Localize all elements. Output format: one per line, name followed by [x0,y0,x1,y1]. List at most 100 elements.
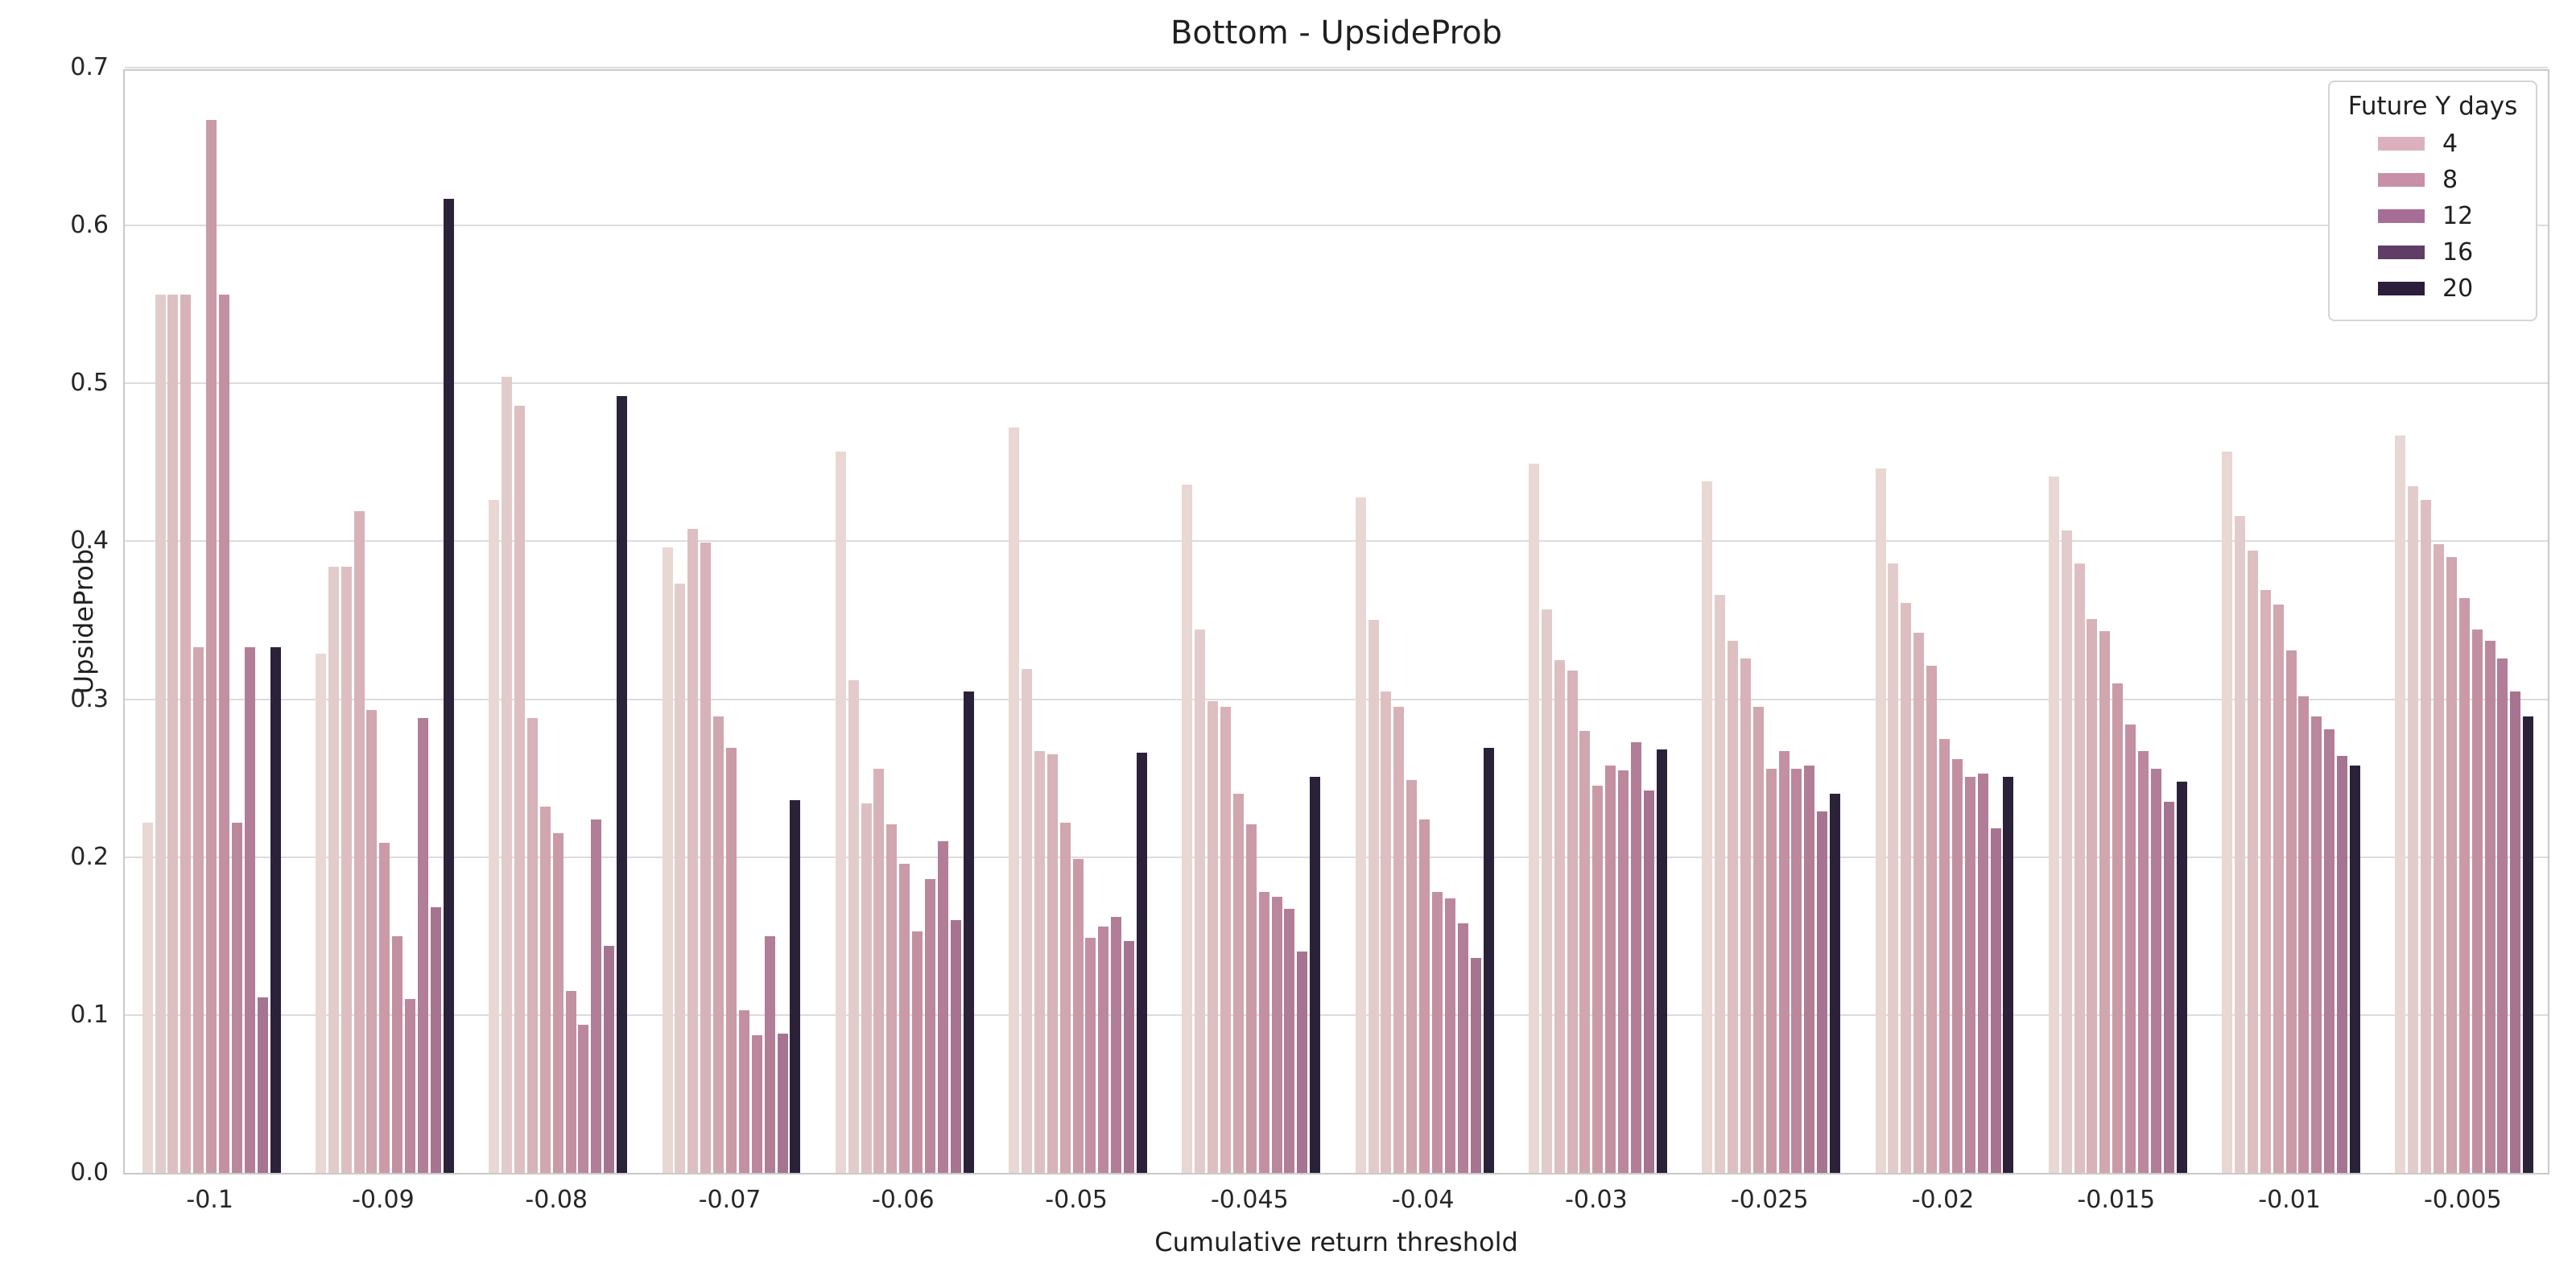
bar--0.045-hue-11 [1310,777,1321,1173]
bar--0.08-hue-07 [565,991,576,1173]
bar--0.005-hue-06 [2458,598,2470,1173]
bar--0.09-hue-05 [366,710,378,1173]
bar--0.04-hue-02 [1368,620,1379,1173]
bar--0.09-hue-07 [392,936,403,1173]
bar--0.03-hue-09 [1631,742,1642,1173]
gridline-y-0.2 [125,856,2548,858]
bar--0.015-hue-01 [2048,477,2059,1173]
bar--0.1-hue-02 [155,295,166,1173]
bar--0.02-hue-10 [1990,828,2001,1173]
bar--0.08-hue-03 [514,406,525,1173]
bar--0.04-hue-07 [1431,892,1443,1173]
bar--0.09-hue-06 [379,843,390,1173]
bar--0.03-hue-05 [1579,731,1591,1173]
gridline-y-0.4 [125,540,2548,543]
bar--0.03-hue-11 [1656,749,1667,1173]
bar-group--0.025 [1702,481,1841,1173]
bar--0.045-hue-09 [1284,909,1295,1173]
legend-label-12: 12 [2442,202,2474,230]
x-tick-label--0.05: -0.05 [1045,1186,1108,1214]
bar--0.03-hue-04 [1567,671,1578,1173]
bar--0.05-hue-07 [1085,938,1096,1173]
x-tick-label--0.09: -0.09 [352,1186,415,1214]
y-tick-label-0.3: 0.3 [70,684,109,713]
bar--0.005-hue-01 [2395,436,2406,1173]
bar--0.01-hue-07 [2298,696,2310,1173]
bar--0.1-hue-05 [193,647,204,1173]
bar--0.005-hue-10 [2510,691,2521,1173]
bar--0.01-hue-03 [2247,551,2258,1173]
bar-group--0.015 [2048,477,2187,1173]
bar--0.08-hue-05 [539,807,551,1173]
bar--0.015-hue-05 [2099,631,2111,1173]
bar--0.06-hue-04 [873,769,885,1173]
bar-group--0.07 [662,529,801,1173]
legend-label-20: 20 [2442,275,2474,303]
bar--0.045-hue-06 [1245,824,1257,1173]
bar-group--0.01 [2222,452,2360,1173]
bar--0.04-hue-03 [1381,691,1392,1173]
bar--0.025-hue-02 [1715,595,1726,1173]
legend-swatch-8 [2378,173,2425,187]
gridline-y-0.1 [125,1013,2548,1016]
x-tick-label--0.07: -0.07 [698,1186,762,1214]
bar--0.02-hue-05 [1926,666,1938,1173]
x-tick-label--0.03: -0.03 [1565,1186,1628,1214]
bar--0.07-hue-05 [713,716,724,1173]
bar--0.025-hue-08 [1791,769,1802,1173]
bar--0.04-hue-01 [1355,497,1366,1173]
bar--0.1-hue-11 [270,647,281,1173]
bar--0.025-hue-11 [1830,794,1841,1173]
bar--0.03-hue-08 [1618,770,1629,1173]
legend-label-8: 8 [2442,166,2458,194]
bar--0.015-hue-08 [2138,751,2149,1173]
y-tick-label-0.0: 0.0 [70,1158,109,1187]
bar--0.06-hue-08 [925,879,936,1173]
bar--0.06-hue-01 [835,452,846,1173]
bar--0.1-hue-01 [142,823,153,1173]
bar--0.005-hue-09 [2497,658,2508,1173]
bar--0.05-hue-01 [1009,427,1020,1173]
bar-group--0.005 [2395,436,2534,1173]
x-axis-title: Cumulative return threshold [1154,1227,1518,1257]
bar--0.06-hue-07 [912,931,923,1173]
bar--0.01-hue-11 [2349,766,2360,1173]
bar--0.1-hue-09 [244,647,255,1173]
bar--0.045-hue-08 [1271,897,1282,1173]
bar--0.02-hue-02 [1888,564,1899,1173]
bar--0.07-hue-02 [675,584,686,1173]
bar--0.08-hue-11 [617,396,628,1173]
bar--0.045-hue-10 [1297,952,1308,1173]
bar-group--0.06 [835,452,974,1173]
bar--0.07-hue-11 [790,800,801,1173]
bar-group--0.05 [1009,427,1147,1173]
bar--0.04-hue-09 [1457,923,1468,1173]
bar--0.07-hue-01 [662,547,673,1173]
bar--0.005-hue-03 [2421,500,2432,1173]
legend-swatch-4 [2378,137,2425,151]
bar--0.005-hue-04 [2434,544,2445,1173]
bar--0.07-hue-06 [725,748,737,1173]
y-tick-label-0.6: 0.6 [70,211,109,240]
bar--0.09-hue-09 [418,718,429,1173]
legend-label-4: 4 [2442,130,2458,158]
bar--0.08-hue-02 [502,377,513,1173]
bar--0.1-hue-07 [218,295,229,1173]
bar--0.02-hue-07 [1951,759,1963,1173]
bar--0.08-hue-09 [591,819,602,1173]
bar-group--0.045 [1182,485,1321,1173]
legend-entry-16: 16 [2344,234,2521,270]
bar--0.005-hue-11 [2523,716,2534,1173]
bar--0.025-hue-01 [1702,481,1713,1173]
bar--0.05-hue-04 [1046,754,1058,1173]
plot-area [123,67,2549,1174]
bar--0.05-hue-09 [1111,917,1122,1173]
bar--0.02-hue-01 [1875,469,1886,1173]
legend-entry-8: 8 [2344,162,2521,198]
gridline-y-0.7 [125,67,2548,68]
bar--0.04-hue-10 [1470,958,1481,1173]
bar--0.005-hue-05 [2446,557,2457,1173]
bar--0.025-hue-05 [1752,707,1764,1173]
bar--0.005-hue-02 [2408,486,2419,1173]
y-axis-title: UpsideProb [68,548,100,695]
